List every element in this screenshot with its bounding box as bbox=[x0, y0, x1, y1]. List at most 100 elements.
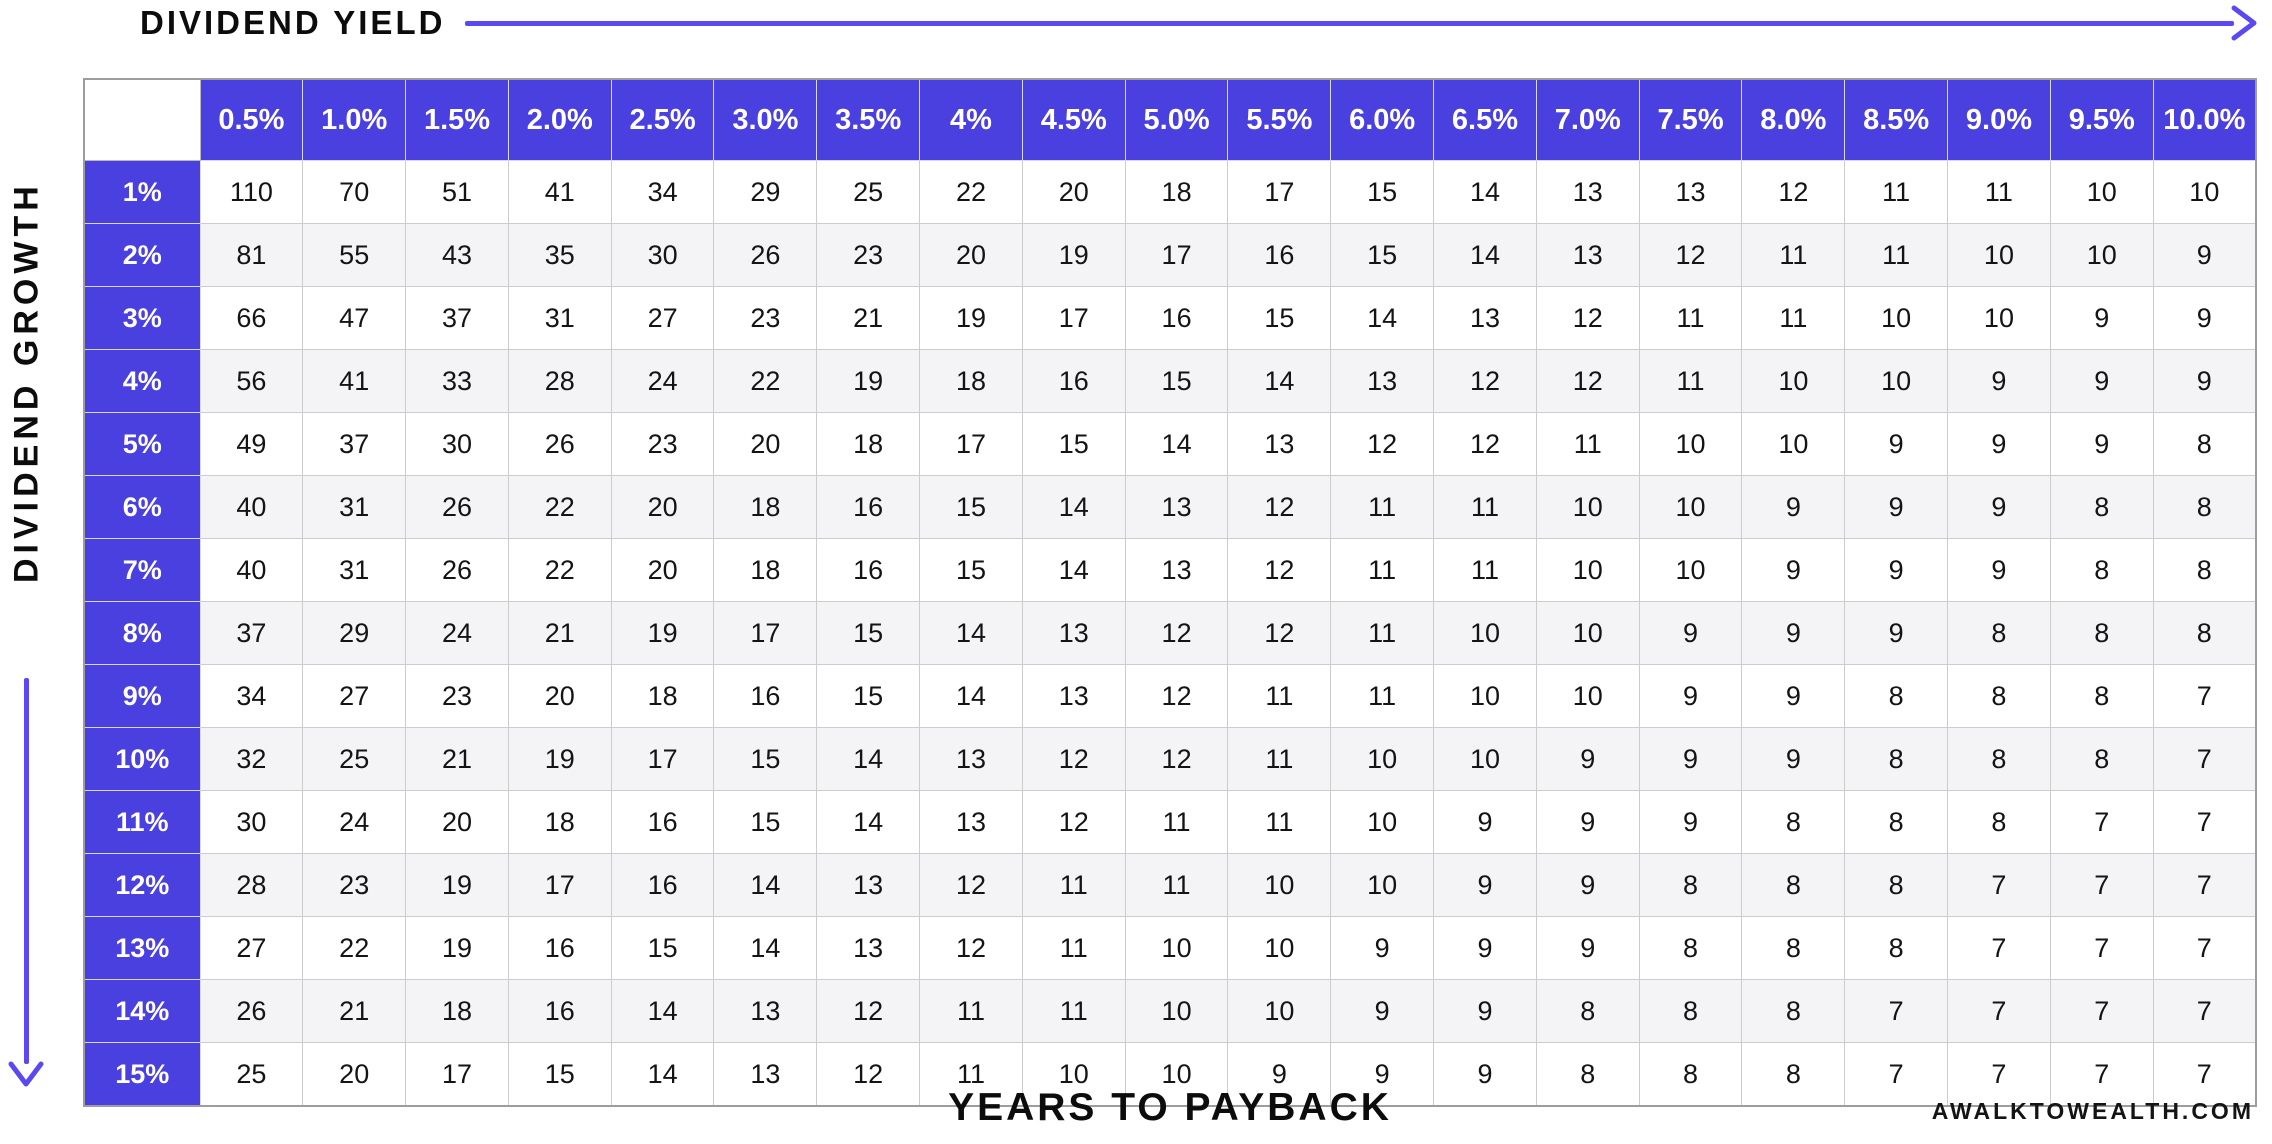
table-cell: 14 bbox=[1330, 286, 1435, 350]
table-cell: 9 bbox=[1741, 538, 1846, 602]
table-cell: 9 bbox=[1638, 601, 1743, 665]
table-cell: 10 bbox=[1227, 853, 1332, 917]
table-cell: 10 bbox=[2152, 160, 2257, 224]
table-cell: 10 bbox=[1844, 349, 1949, 413]
table-cell: 23 bbox=[302, 853, 407, 917]
table-cell: 11 bbox=[1433, 475, 1537, 539]
table-cell: 25 bbox=[302, 727, 407, 791]
row-header: 14% bbox=[83, 979, 201, 1043]
table-cell: 11 bbox=[1947, 160, 2051, 224]
table-cell: 43 bbox=[405, 223, 509, 287]
table-cell: 31 bbox=[507, 286, 612, 350]
table-cell: 10 bbox=[1535, 601, 1640, 665]
table-cell: 10 bbox=[2049, 160, 2154, 224]
table-cell: 9 bbox=[1433, 916, 1537, 980]
table-cell: 12 bbox=[1535, 349, 1640, 413]
table-cell: 10 bbox=[1844, 286, 1949, 350]
table-cell: 12 bbox=[1227, 538, 1332, 602]
table-cell: 7 bbox=[2152, 853, 2257, 917]
table-cell: 10 bbox=[1433, 727, 1537, 791]
table-cell: 9 bbox=[1741, 664, 1846, 728]
table-cell: 12 bbox=[919, 853, 1023, 917]
table-cell: 9 bbox=[2049, 349, 2154, 413]
column-header: 3.0% bbox=[713, 78, 818, 161]
table-cell: 26 bbox=[199, 979, 304, 1043]
table-cell: 17 bbox=[713, 601, 818, 665]
table-row: 11% 30 24 20 18 16 15 14 13 12 11 11 10 9 9 9 8 8 8 7 7 bbox=[83, 790, 2257, 854]
table-cell: 9 bbox=[1947, 538, 2051, 602]
table-cell: 9 bbox=[1844, 412, 1949, 476]
table-cell: 9 bbox=[1433, 853, 1537, 917]
table-cell: 19 bbox=[405, 853, 509, 917]
table-cell: 10 bbox=[1227, 916, 1332, 980]
table-cell: 7 bbox=[1947, 1042, 2051, 1107]
table-cell: 40 bbox=[199, 475, 304, 539]
table-cell: 8 bbox=[2152, 412, 2257, 476]
table-cell: 20 bbox=[1021, 160, 1126, 224]
table-cell: 10 bbox=[1330, 790, 1435, 854]
table-cell: 14 bbox=[1227, 349, 1332, 413]
table-row: 12% 28 23 19 17 16 14 13 12 11 11 10 10 9 9 8 8 8 7 7 7 bbox=[83, 853, 2257, 917]
table-cell: 12 bbox=[1741, 160, 1846, 224]
table-cell: 11 bbox=[1227, 727, 1332, 791]
column-header: 0.5% bbox=[199, 78, 304, 161]
table-cell: 11 bbox=[919, 1042, 1023, 1107]
table-cell: 19 bbox=[919, 286, 1023, 350]
table-cell: 10 bbox=[1124, 979, 1229, 1043]
table-cell: 9 bbox=[2152, 349, 2257, 413]
table-cell: 15 bbox=[713, 727, 818, 791]
table-cell: 13 bbox=[1535, 223, 1640, 287]
table-cell: 9 bbox=[1741, 601, 1846, 665]
table-cell: 9 bbox=[1433, 979, 1537, 1043]
table-cell: 10 bbox=[1330, 853, 1435, 917]
table-cell: 18 bbox=[610, 664, 715, 728]
table-cell: 10 bbox=[1433, 601, 1537, 665]
table-cell: 22 bbox=[919, 160, 1023, 224]
table-cell: 19 bbox=[405, 916, 509, 980]
table-cell: 18 bbox=[713, 475, 818, 539]
table-row: 4% 56 41 33 28 24 22 19 18 16 15 14 13 12 12 11 10 10 9 9 9 bbox=[83, 349, 2257, 413]
row-header: 12% bbox=[83, 853, 201, 917]
table-cell: 26 bbox=[713, 223, 818, 287]
table-cell: 19 bbox=[610, 601, 715, 665]
column-header: 1.0% bbox=[302, 78, 407, 161]
table-cell: 11 bbox=[1021, 916, 1126, 980]
table-cell: 12 bbox=[1124, 727, 1229, 791]
table-cell: 8 bbox=[1947, 664, 2051, 728]
column-header: 7.5% bbox=[1638, 78, 1743, 161]
table-cell: 8 bbox=[1947, 790, 2051, 854]
table-cell: 7 bbox=[2152, 664, 2257, 728]
table-cell: 11 bbox=[1638, 286, 1743, 350]
table-cell: 8 bbox=[1741, 790, 1846, 854]
column-header: 8.5% bbox=[1844, 78, 1949, 161]
table-cell: 14 bbox=[816, 727, 921, 791]
table-cell: 16 bbox=[1124, 286, 1229, 350]
table-cell: 9 bbox=[1844, 601, 1949, 665]
table-cell: 9 bbox=[2152, 286, 2257, 350]
table-cell: 20 bbox=[405, 790, 509, 854]
table-cell: 11 bbox=[1433, 538, 1537, 602]
table-row: 6% 40 31 26 22 20 18 16 15 14 13 12 11 11 10 10 9 9 9 8 8 bbox=[83, 475, 2257, 539]
table-cell: 12 bbox=[919, 916, 1023, 980]
table-cell: 16 bbox=[816, 538, 921, 602]
table-cell: 13 bbox=[1021, 601, 1126, 665]
table-cell: 9 bbox=[1330, 916, 1435, 980]
table-cell: 11 bbox=[1021, 853, 1126, 917]
table-cell: 24 bbox=[405, 601, 509, 665]
table-cell: 7 bbox=[2152, 916, 2257, 980]
table-cell: 10 bbox=[1638, 412, 1743, 476]
table-cell: 12 bbox=[1227, 601, 1332, 665]
table-cell: 26 bbox=[405, 475, 509, 539]
table-cell: 11 bbox=[1124, 790, 1229, 854]
table-cell: 18 bbox=[713, 538, 818, 602]
table-cell: 23 bbox=[816, 223, 921, 287]
table-cell: 13 bbox=[1330, 349, 1435, 413]
down-arrow-shaft bbox=[23, 678, 29, 1064]
table-cell: 9 bbox=[1330, 979, 1435, 1043]
table-cell: 11 bbox=[1021, 979, 1126, 1043]
column-header: 4.5% bbox=[1021, 78, 1126, 161]
table-cell: 30 bbox=[610, 223, 715, 287]
table-cell: 12 bbox=[816, 1042, 921, 1107]
table-cell: 12 bbox=[1638, 223, 1743, 287]
table-cell: 17 bbox=[507, 853, 612, 917]
